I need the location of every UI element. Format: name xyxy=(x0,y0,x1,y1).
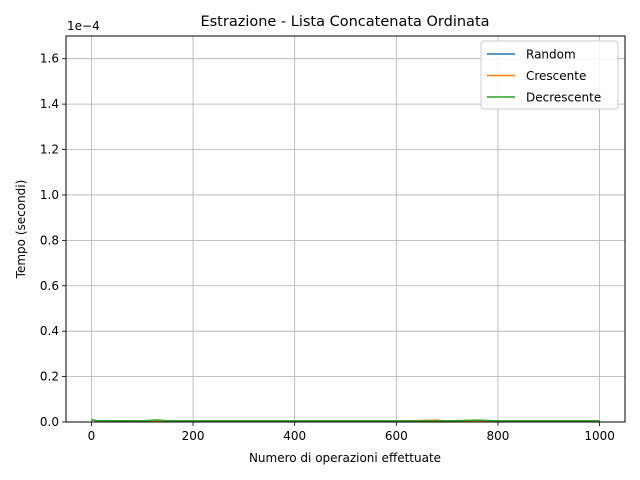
y-axis-label: Tempo (secondi) xyxy=(14,180,28,280)
x-tick-label: 600 xyxy=(385,429,408,443)
y-tick-label: 0.4 xyxy=(40,324,59,338)
x-tick-label: 200 xyxy=(182,429,205,443)
y-tick-label: 0.6 xyxy=(40,279,59,293)
x-axis-label: Numero di operazioni effettuate xyxy=(249,451,441,465)
axes-frame xyxy=(65,35,626,423)
x-tick-label: 1000 xyxy=(584,429,615,443)
legend-label: Random xyxy=(526,48,576,62)
chart-title: Estrazione - Lista Concatenata Ordinata xyxy=(200,14,489,30)
y-offset-label: 1e−4 xyxy=(67,19,100,33)
y-tick-label: 1.0 xyxy=(40,188,59,202)
y-tick-label: 1.2 xyxy=(40,143,59,157)
grid xyxy=(66,36,625,423)
x-tick-label: 800 xyxy=(487,429,510,443)
y-tick-label: 1.4 xyxy=(40,97,59,111)
x-tick-label: 0 xyxy=(88,429,96,443)
legend-box xyxy=(480,40,619,110)
y-tick-label: 1.6 xyxy=(40,52,59,66)
legend: Random Crescente Decrescente xyxy=(480,40,619,110)
y-tick-label: 0.8 xyxy=(40,233,59,247)
legend-label: Crescente xyxy=(526,69,586,83)
x-axis: 0 200 400 600 800 1000 xyxy=(88,422,615,443)
y-tick-label: 0.0 xyxy=(40,415,59,429)
y-tick-label: 0.2 xyxy=(40,370,59,384)
x-tick-label: 400 xyxy=(283,429,306,443)
y-axis: 0.0 0.2 0.4 0.6 0.8 1.0 1.2 1.4 1.6 xyxy=(40,52,66,429)
series-line-decrescente xyxy=(91,418,600,422)
series-layer xyxy=(91,418,600,422)
legend-label: Decrescente xyxy=(526,91,601,105)
